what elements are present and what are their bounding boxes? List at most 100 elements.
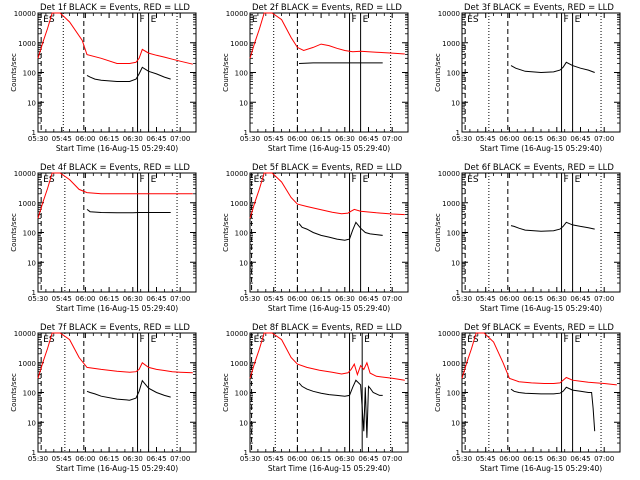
panel-title: Det 3f BLACK = Events, RED = LLD	[464, 3, 614, 13]
x-tick-label: 06:45	[146, 455, 166, 463]
y-tick-label: 1	[244, 129, 248, 137]
y-tick-label: 1	[32, 129, 36, 137]
detector-panel-3: Det 3f BLACK = Events, RED = LLD 1 10 100 10…	[434, 3, 621, 153]
y-tick-label: 100	[447, 70, 460, 78]
y-axis-label: Counts/sec	[434, 373, 442, 412]
x-tick-label: 06:45	[570, 455, 590, 463]
x-axis-label: Start Time (16-Aug-15 05:29:40)	[268, 464, 390, 473]
x-tick-label: 05:30	[452, 135, 472, 143]
x-tick-label: 06:30	[123, 135, 143, 143]
x-tick-label: 06:15	[523, 455, 543, 463]
x-tick-label: 06:45	[358, 295, 378, 303]
y-tick-label: 10000	[226, 10, 248, 18]
y-tick-label: 1000	[230, 40, 248, 48]
x-axis-label: Start Time (16-Aug-15 05:29:40)	[56, 464, 178, 473]
marker-label: E	[363, 175, 369, 185]
x-axis-label: Start Time (16-Aug-15 05:29:40)	[268, 304, 390, 313]
y-tick-label: 10000	[14, 330, 36, 338]
marker-label: F	[140, 15, 145, 25]
x-tick-label: 06:30	[123, 295, 143, 303]
y-tick-label: 1000	[442, 40, 460, 48]
x-tick-label: 06:30	[547, 455, 567, 463]
marker-label: F	[564, 175, 569, 185]
y-tick-label: 1	[32, 449, 36, 457]
panel-title: Det 6f BLACK = Events, RED = LLD	[464, 163, 614, 173]
x-tick-label: 06:30	[123, 455, 143, 463]
y-tick-label: 10	[451, 259, 460, 267]
marker-label: F	[564, 335, 569, 345]
detector-panel-2: Det 2f BLACK = Events, RED = LLD 1 10 100 10…	[222, 3, 409, 153]
series-line-events	[510, 221, 595, 232]
series-line-lld	[461, 332, 617, 386]
x-tick-label: 05:45	[476, 295, 496, 303]
detector-panel-7: Det 7f BLACK = Events, RED = LLD 1 10 100 10…	[10, 323, 197, 473]
x-axis-label: Start Time (16-Aug-15 05:29:40)	[268, 144, 390, 153]
marker-label: E	[151, 15, 157, 25]
marker-label: E	[575, 335, 581, 345]
x-tick-label: 06:00	[499, 455, 519, 463]
y-tick-label: 10	[239, 419, 248, 427]
marker-label: E	[363, 15, 369, 25]
marker-label: E	[151, 175, 157, 185]
x-axis-label: Start Time (16-Aug-15 05:29:40)	[56, 304, 178, 313]
x-tick-label: 05:30	[28, 295, 48, 303]
marker-label: F	[352, 335, 357, 345]
y-tick-label: 10	[239, 99, 248, 107]
x-tick-label: 07:00	[382, 455, 402, 463]
x-tick-label: 07:00	[170, 135, 190, 143]
marker-label: F	[140, 175, 145, 185]
x-tick-label: 06:00	[75, 295, 95, 303]
series-line-events	[510, 61, 595, 74]
y-axis-label: Counts/sec	[222, 373, 230, 412]
x-tick-label: 06:00	[75, 135, 95, 143]
series-line-lld	[249, 12, 405, 59]
x-tick-label: 06:45	[570, 135, 590, 143]
y-tick-label: 10	[451, 419, 460, 427]
marker-label: E	[575, 15, 581, 25]
x-tick-label: 06:15	[311, 455, 331, 463]
x-tick-label: 06:00	[499, 295, 519, 303]
series-line-events	[86, 208, 171, 214]
y-tick-label: 100	[23, 390, 36, 398]
x-tick-label: 05:30	[28, 455, 48, 463]
x-tick-label: 07:00	[594, 295, 614, 303]
detector-panel-4: Det 4f BLACK = Events, RED = LLD 1 10 100 10…	[10, 163, 197, 313]
detector-panel-5: Det 5f BLACK = Events, RED = LLD 1 10 100 10…	[222, 163, 409, 313]
series-line-events	[510, 386, 596, 432]
x-tick-label: 06:00	[499, 135, 519, 143]
y-tick-label: 10	[451, 99, 460, 107]
y-tick-label: 100	[23, 70, 36, 78]
panel-title: Det 5f BLACK = Events, RED = LLD	[252, 163, 402, 173]
y-tick-label: 10000	[14, 10, 36, 18]
x-tick-label: 06:30	[547, 135, 567, 143]
y-axis-label: Counts/sec	[10, 373, 18, 412]
y-tick-label: 1	[456, 289, 460, 297]
y-tick-label: 100	[235, 70, 248, 78]
x-tick-label: 05:30	[28, 135, 48, 143]
y-tick-label: 1000	[442, 200, 460, 208]
y-tick-label: 1000	[230, 200, 248, 208]
y-tick-label: 10000	[438, 170, 460, 178]
series-line-events	[86, 66, 171, 82]
y-axis-label: Counts/sec	[222, 53, 230, 92]
y-tick-label: 1000	[18, 200, 36, 208]
x-tick-label: 06:45	[146, 135, 166, 143]
x-tick-label: 05:45	[264, 135, 284, 143]
y-axis-label: Counts/sec	[10, 213, 18, 252]
series-line-lld	[249, 332, 405, 381]
y-tick-label: 1000	[230, 360, 248, 368]
x-tick-label: 06:15	[523, 135, 543, 143]
panel-title: Det 4f BLACK = Events, RED = LLD	[40, 163, 190, 173]
x-tick-label: 06:30	[335, 295, 355, 303]
y-tick-label: 100	[235, 230, 248, 238]
marker-label: F	[564, 15, 569, 25]
x-tick-label: 06:30	[547, 295, 567, 303]
x-tick-label: 06:15	[99, 135, 119, 143]
x-tick-label: 05:45	[476, 455, 496, 463]
y-tick-label: 10000	[14, 170, 36, 178]
x-tick-label: 06:30	[335, 455, 355, 463]
marker-label: ES	[467, 175, 479, 185]
x-tick-label: 05:45	[476, 135, 496, 143]
detector-panel-9: Det 9f BLACK = Events, RED = LLD 1 10 100 10…	[434, 323, 621, 473]
